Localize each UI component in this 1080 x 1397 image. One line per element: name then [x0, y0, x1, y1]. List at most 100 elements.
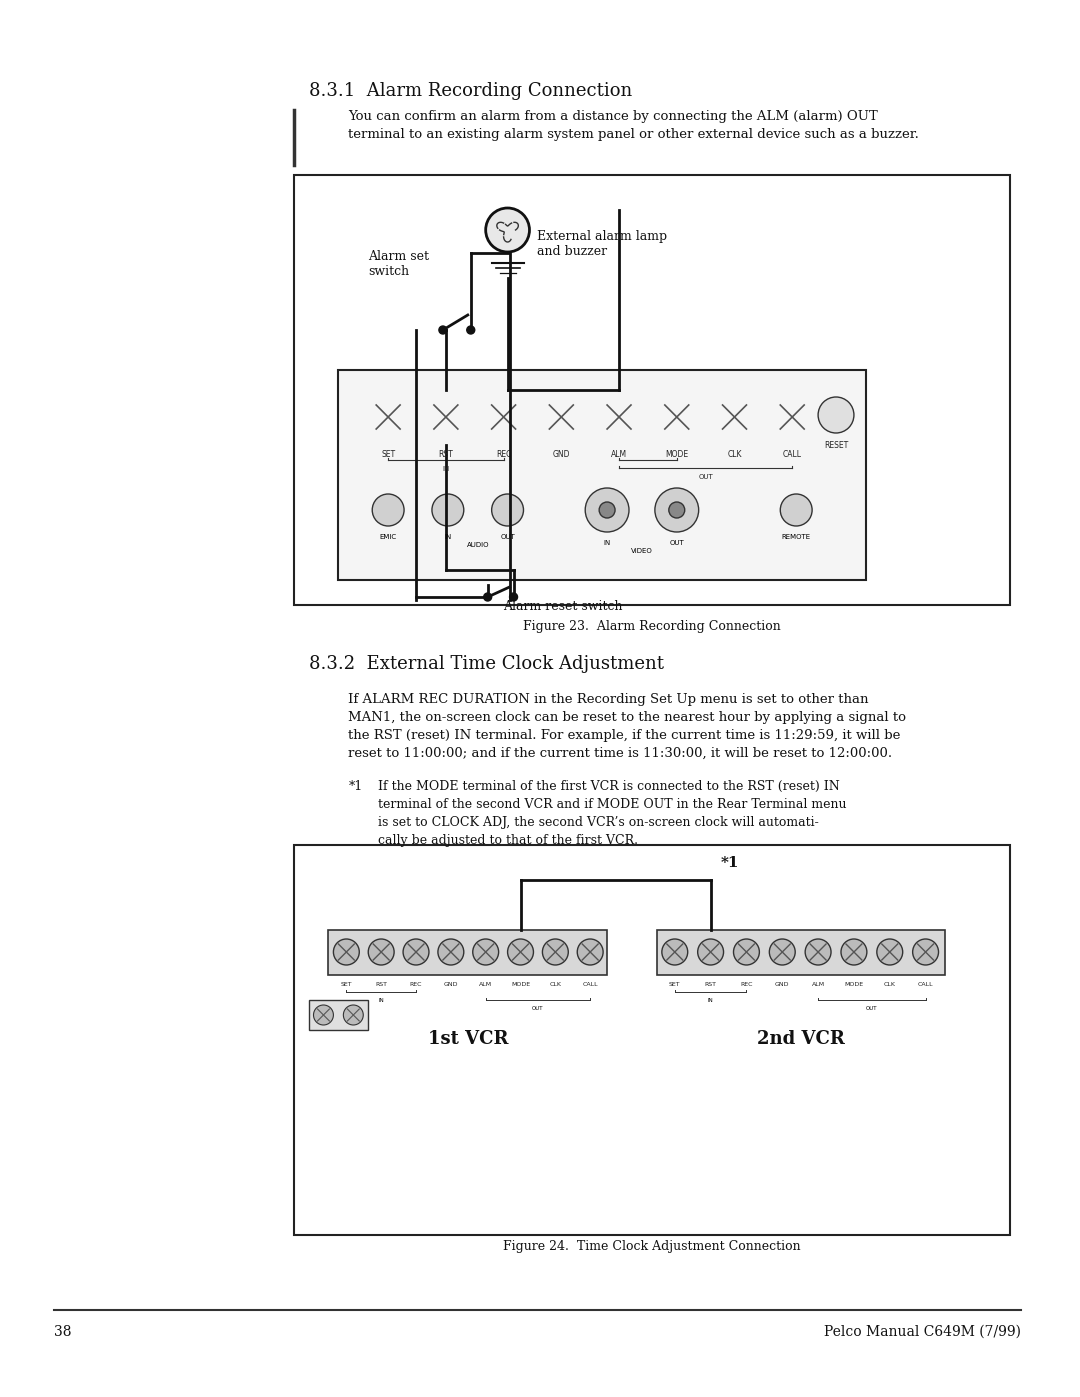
FancyBboxPatch shape — [359, 390, 846, 446]
Text: Alarm reset switch: Alarm reset switch — [502, 599, 622, 613]
Text: SET: SET — [340, 982, 352, 988]
Circle shape — [818, 397, 854, 433]
FancyBboxPatch shape — [294, 845, 1010, 1235]
Text: CLK: CLK — [550, 982, 562, 988]
Circle shape — [715, 397, 755, 437]
Circle shape — [486, 208, 529, 251]
Text: EMIC: EMIC — [379, 534, 396, 541]
Circle shape — [733, 939, 759, 965]
Text: 1st VCR: 1st VCR — [428, 1030, 508, 1048]
Text: 2nd VCR: 2nd VCR — [757, 1030, 846, 1048]
Text: Pelco Manual C649M (7/99): Pelco Manual C649M (7/99) — [824, 1324, 1021, 1338]
Text: Figure 23.  Alarm Recording Connection: Figure 23. Alarm Recording Connection — [523, 620, 781, 633]
Text: CALL: CALL — [582, 982, 598, 988]
FancyBboxPatch shape — [657, 930, 945, 975]
Circle shape — [368, 397, 408, 437]
Text: REC: REC — [496, 450, 511, 460]
Text: If ALARM REC DURATION in the Recording Set Up menu is set to other than
MAN1, th: If ALARM REC DURATION in the Recording S… — [349, 693, 906, 760]
FancyBboxPatch shape — [328, 930, 607, 975]
Circle shape — [426, 397, 465, 437]
Text: RST: RST — [704, 982, 717, 988]
Text: SET: SET — [669, 982, 680, 988]
Text: CALL: CALL — [918, 982, 933, 988]
Circle shape — [313, 1004, 334, 1025]
Text: 38: 38 — [54, 1324, 71, 1338]
Text: GND: GND — [444, 982, 458, 988]
Text: MODE: MODE — [665, 450, 688, 460]
Text: AUDIO: AUDIO — [467, 542, 489, 548]
Text: RST: RST — [438, 450, 454, 460]
Circle shape — [769, 939, 795, 965]
Circle shape — [698, 939, 724, 965]
Text: CALL: CALL — [783, 450, 801, 460]
Text: ALM: ALM — [611, 450, 627, 460]
Text: VIDEO: VIDEO — [631, 548, 652, 555]
Circle shape — [669, 502, 685, 518]
Text: *1: *1 — [720, 856, 739, 870]
Circle shape — [654, 488, 699, 532]
Text: If the MODE terminal of the first VCR is connected to the RST (reset) IN
termina: If the MODE terminal of the first VCR is… — [378, 780, 847, 847]
Text: OUT: OUT — [699, 474, 713, 481]
Text: External alarm lamp
and buzzer: External alarm lamp and buzzer — [538, 231, 667, 258]
Circle shape — [541, 397, 581, 437]
Text: 8.3.2  External Time Clock Adjustment: 8.3.2 External Time Clock Adjustment — [309, 655, 663, 673]
Text: IN: IN — [444, 534, 451, 541]
Text: RESET: RESET — [824, 441, 848, 450]
Text: REC: REC — [409, 982, 422, 988]
Circle shape — [368, 939, 394, 965]
FancyBboxPatch shape — [309, 1000, 368, 1030]
Circle shape — [510, 592, 517, 601]
Text: REMOTE: REMOTE — [782, 534, 811, 541]
Text: OUT: OUT — [670, 541, 684, 546]
Circle shape — [403, 939, 429, 965]
Text: CLK: CLK — [727, 450, 742, 460]
Circle shape — [467, 326, 475, 334]
Circle shape — [508, 939, 534, 965]
FancyBboxPatch shape — [294, 175, 1010, 605]
Circle shape — [343, 1004, 363, 1025]
Text: *1: *1 — [349, 780, 363, 793]
Circle shape — [806, 939, 831, 965]
Text: GND: GND — [553, 450, 570, 460]
Text: IN: IN — [707, 997, 714, 1003]
Text: OUT: OUT — [532, 1006, 543, 1011]
Circle shape — [438, 326, 447, 334]
Circle shape — [373, 495, 404, 527]
Text: OUT: OUT — [500, 534, 515, 541]
Text: IN: IN — [604, 541, 610, 546]
Text: IN: IN — [442, 467, 449, 472]
Circle shape — [657, 397, 697, 437]
Text: REC: REC — [740, 982, 753, 988]
Circle shape — [432, 495, 463, 527]
Circle shape — [662, 939, 688, 965]
Circle shape — [437, 939, 463, 965]
Circle shape — [484, 592, 491, 601]
Circle shape — [585, 488, 629, 532]
FancyBboxPatch shape — [338, 370, 866, 580]
Circle shape — [599, 502, 616, 518]
Circle shape — [334, 939, 360, 965]
Circle shape — [599, 397, 639, 437]
Circle shape — [577, 939, 603, 965]
Text: You can confirm an alarm from a distance by connecting the ALM (alarm) OUT
termi: You can confirm an alarm from a distance… — [349, 110, 919, 141]
Text: Figure 24.  Time Clock Adjustment Connection: Figure 24. Time Clock Adjustment Connect… — [503, 1241, 800, 1253]
Circle shape — [484, 397, 524, 437]
Text: 8.3.1  Alarm Recording Connection: 8.3.1 Alarm Recording Connection — [309, 82, 632, 101]
Text: SET: SET — [381, 450, 395, 460]
Text: ALM: ALM — [480, 982, 492, 988]
Text: GND: GND — [775, 982, 789, 988]
Circle shape — [780, 495, 812, 527]
Circle shape — [473, 939, 499, 965]
Text: MODE: MODE — [511, 982, 530, 988]
Text: ALM: ALM — [811, 982, 825, 988]
Text: OUT: OUT — [866, 1006, 878, 1011]
Circle shape — [913, 939, 939, 965]
Text: MODE: MODE — [845, 982, 864, 988]
Text: Alarm set
switch: Alarm set switch — [368, 250, 429, 278]
Text: CLK: CLK — [883, 982, 895, 988]
Circle shape — [491, 495, 524, 527]
Circle shape — [772, 397, 812, 437]
Circle shape — [542, 939, 568, 965]
Text: RST: RST — [375, 982, 388, 988]
Circle shape — [841, 939, 867, 965]
